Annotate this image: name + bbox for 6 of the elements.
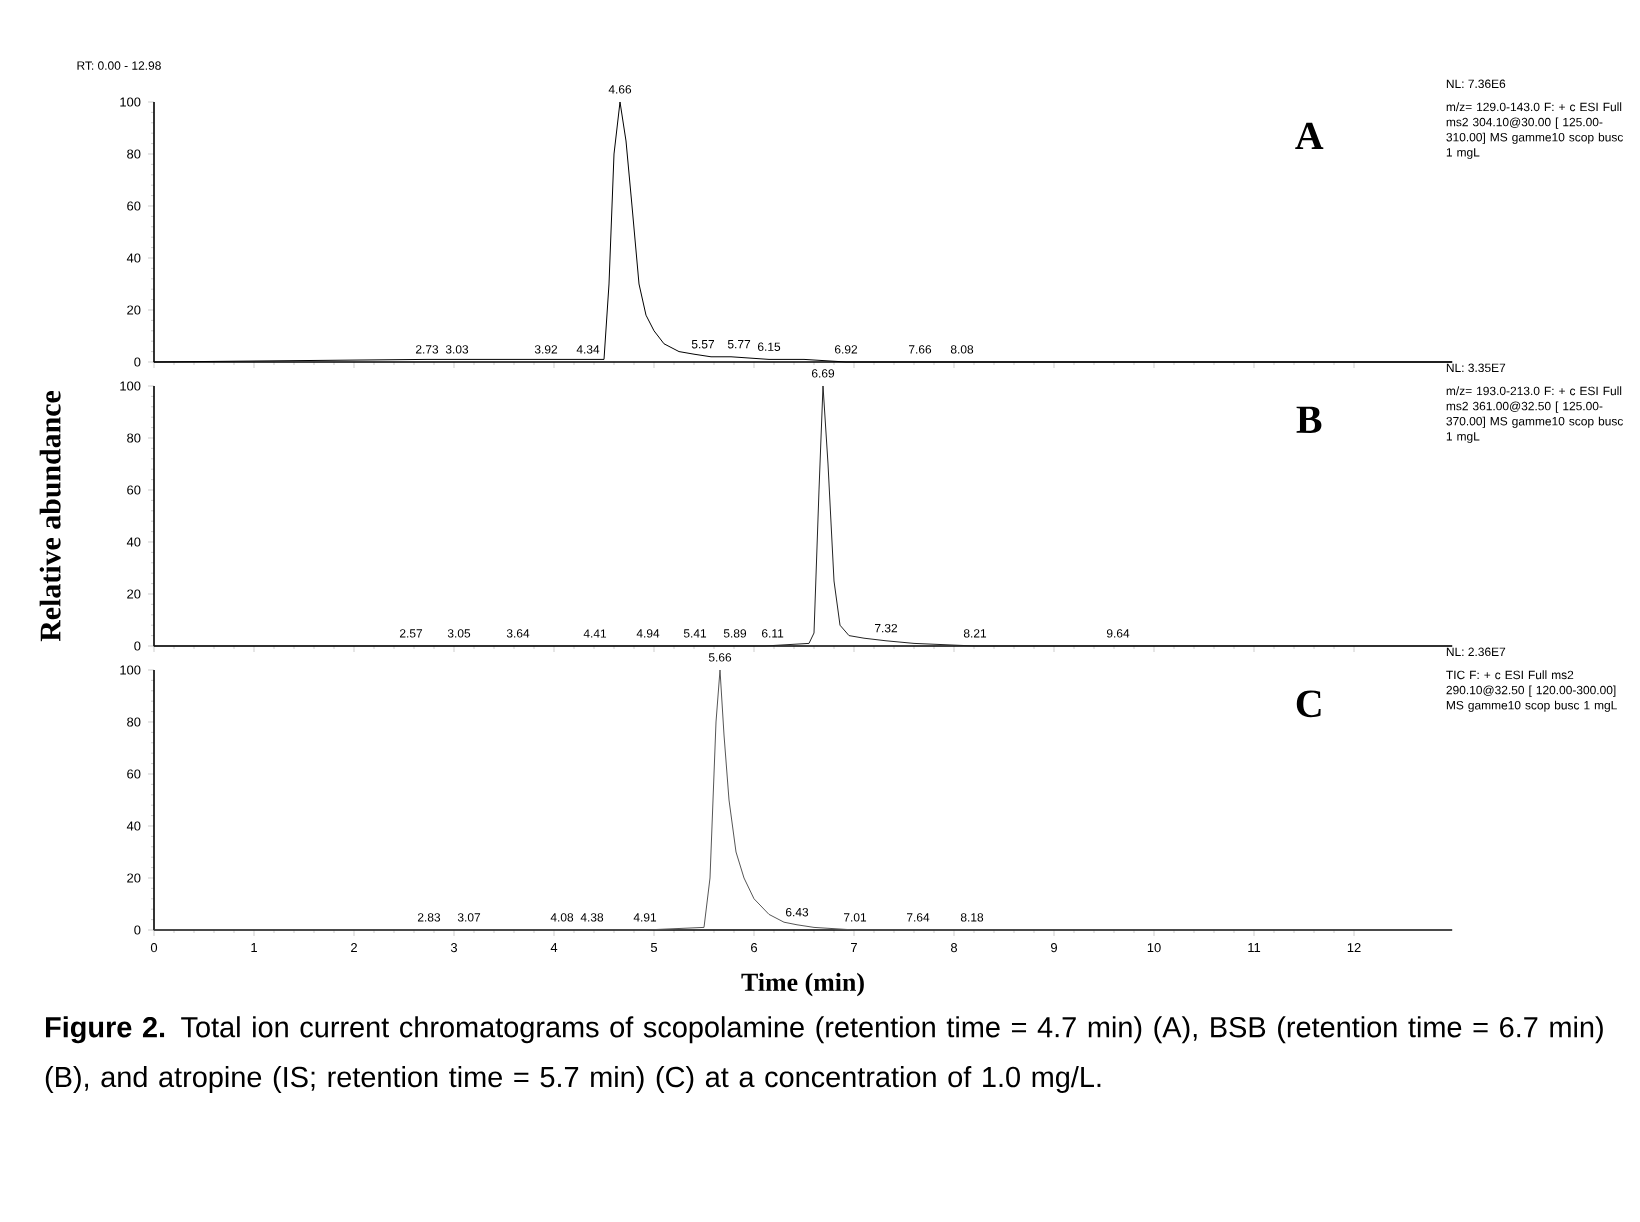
y-axis-title: Relative abundance xyxy=(39,390,61,642)
chart-title: B xyxy=(1296,406,1322,433)
x-axis-title: Time (min) xyxy=(741,972,864,997)
text: Figure 2. Total ion current chromatograms of scopolamine (retention time = 4.7 min) (A), BSB (retention time = 6.7 min) (B), and atropine (IS; retention time = 5.7 min) (C) at a concentration of 1.0 mg/L. xyxy=(45,1016,1603,1093)
chart-title: A xyxy=(1295,122,1324,149)
chart-title: C xyxy=(1296,690,1321,718)
